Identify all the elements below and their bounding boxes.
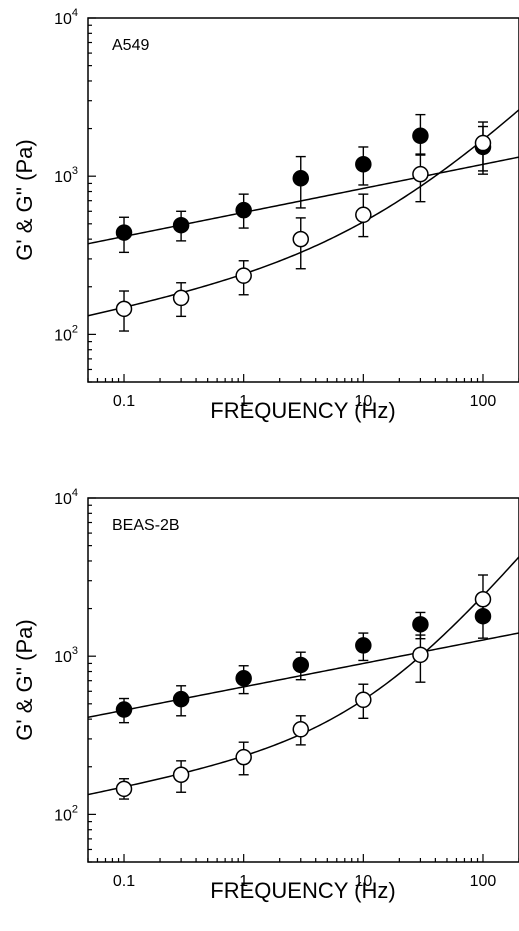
open-circle-point xyxy=(355,206,372,224)
y-tick-label: 103 xyxy=(54,645,78,666)
open-circle-point xyxy=(115,780,133,798)
y-axis-label: G' & G'' (Pa) xyxy=(12,619,37,740)
y-tick-label: 102 xyxy=(54,323,78,344)
x-axis-label: FREQUENCY (Hz) xyxy=(210,878,395,903)
filled-circle-point xyxy=(474,607,492,625)
filled-circle-point xyxy=(115,224,133,241)
open-circle-point xyxy=(235,748,252,766)
y-tick-label: 104 xyxy=(54,487,78,508)
y-tick-label: 103 xyxy=(54,165,78,186)
y-tick-label: 104 xyxy=(54,7,78,28)
open-circle-point xyxy=(355,691,372,709)
y-axis-label: G' & G'' (Pa) xyxy=(12,139,37,260)
plot-frame xyxy=(87,497,519,863)
filled-circle-point xyxy=(172,216,190,234)
loss-modulus-fit-line xyxy=(87,109,519,317)
open-circle-point xyxy=(235,267,252,284)
storage-modulus-fit-line xyxy=(87,632,519,719)
x-tick-label: 10 xyxy=(354,393,372,410)
filled-circle-point xyxy=(292,170,310,187)
data-points xyxy=(115,591,492,798)
open-circle-point xyxy=(115,300,133,318)
x-tick-label: 100 xyxy=(470,873,497,890)
open-circle-point xyxy=(292,230,310,248)
data-points xyxy=(115,127,492,318)
x-tick-label: 0.1 xyxy=(113,873,135,890)
filled-circle-point xyxy=(412,616,429,633)
error-bars xyxy=(119,574,488,800)
x-tick-label: 1 xyxy=(239,873,248,890)
open-circle-point xyxy=(292,721,310,738)
filled-circle-point xyxy=(292,656,310,674)
x-tick-label: 1 xyxy=(239,393,248,410)
x-tick-label: 100 xyxy=(470,393,497,410)
open-circle-point xyxy=(412,165,429,183)
x-tick-label: 0.1 xyxy=(113,393,135,410)
open-circle-point xyxy=(172,289,190,307)
filled-circle-point xyxy=(235,201,252,219)
filled-circle-point xyxy=(115,701,133,718)
panel-beas-2b: BEAS-2B FREQUENCY (Hz) G' & G'' (Pa) 0.1… xyxy=(12,487,519,903)
filled-circle-point xyxy=(412,127,429,145)
y-tick-label: 102 xyxy=(54,803,78,824)
plot-frame xyxy=(87,17,519,383)
filled-circle-point xyxy=(172,690,190,708)
open-circle-point xyxy=(474,134,492,152)
x-axis-label: FREQUENCY (Hz) xyxy=(210,398,395,423)
open-circle-point xyxy=(172,766,190,784)
panel-a549: A549 FREQUENCY (Hz) G' & G'' (Pa) 0.1 1 10… xyxy=(12,7,519,423)
open-circle-point xyxy=(474,591,492,608)
fit-curves xyxy=(87,109,519,317)
storage-modulus-fit-line xyxy=(87,156,519,245)
x-tick-label: 10 xyxy=(354,873,372,890)
panel-label: BEAS-2B xyxy=(112,517,180,534)
panel-label: A549 xyxy=(112,37,149,54)
axis-ticks: 0.1 1 10 100 102 103 104 xyxy=(54,7,519,410)
open-circle-point xyxy=(412,646,429,664)
axis-ticks: 0.1 1 10 100 102 103 104 xyxy=(54,487,519,890)
filled-circle-point xyxy=(355,637,372,654)
filled-circle-point xyxy=(235,670,252,687)
fit-curves xyxy=(87,556,519,796)
filled-circle-point xyxy=(355,155,372,173)
